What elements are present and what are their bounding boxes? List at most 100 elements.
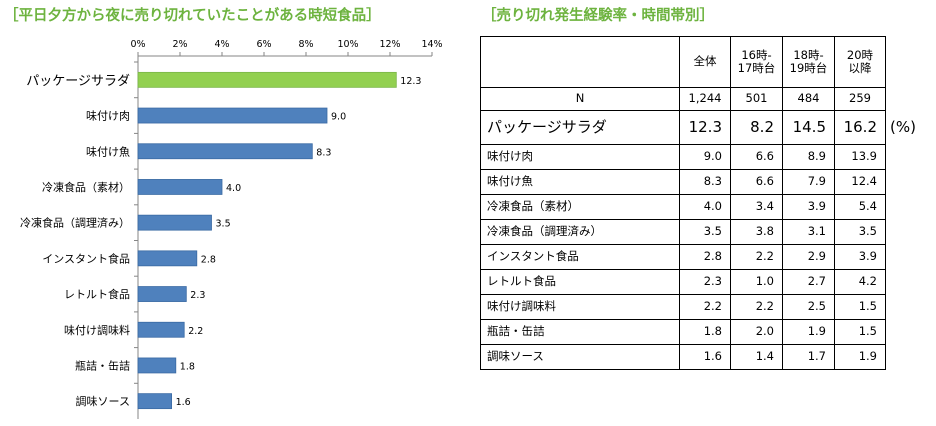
row-value: 2.2: [679, 294, 731, 320]
row-value: 1.4: [730, 344, 783, 370]
data-label: 2.8: [201, 254, 216, 265]
data-label: 3.5: [216, 219, 231, 230]
category-label: パッケージサラダ: [26, 74, 130, 89]
row-label: レトルト食品: [480, 269, 680, 295]
n-value: 501: [730, 87, 783, 111]
row-value: 1.9: [834, 344, 886, 370]
row-value: 1.7: [782, 344, 835, 370]
category-label: レトルト食品: [64, 287, 130, 301]
row-label: 冷凍食品（調理済み）: [480, 219, 680, 245]
row-value: 7.9: [782, 169, 835, 195]
category-label: 冷凍食品（素材）: [42, 180, 130, 194]
row-label: パッケージサラダ: [480, 110, 680, 145]
unit-label: (%): [890, 117, 916, 136]
bar: [137, 393, 172, 410]
bar: [137, 179, 223, 195]
x-tick-label: 2%: [172, 39, 187, 50]
table-row: 味付け肉 9.0 6.6 8.9 13.9: [480, 144, 921, 170]
bar: [137, 214, 212, 231]
bar: [137, 143, 313, 160]
row-label: 味付け調味料: [480, 294, 680, 320]
row-label: インスタント食品: [480, 244, 680, 270]
row-value: 9.0: [679, 144, 731, 170]
unit-spacer: [886, 88, 921, 111]
bar: [137, 286, 187, 302]
table-header-total: 全体: [679, 36, 731, 88]
unit-spacer: [886, 220, 921, 245]
row-value: 2.2: [730, 294, 783, 320]
table-row: 瓶詰・缶詰 1.8 2.0 1.9 1.5: [480, 319, 921, 345]
table-row: パッケージサラダ 12.3 8.2 14.5 16.2 (%): [480, 110, 921, 145]
table-row-n: N 1,244 501 484 259: [480, 87, 921, 111]
table-header-blank: [480, 36, 680, 88]
n-value: 259: [834, 87, 886, 111]
bar: [137, 321, 185, 338]
row-value: 16.2: [834, 110, 886, 145]
x-tick-label: 12%: [379, 39, 400, 50]
row-label: 味付け肉: [480, 144, 680, 170]
x-tick-label: 4%: [214, 39, 229, 50]
row-value: 3.9: [834, 244, 886, 270]
data-label: 1.8: [180, 361, 195, 372]
table-row: 味付け調味料 2.2 2.2 2.5 1.5: [480, 294, 921, 320]
bar-chart: 0% 2% 4% 6% 8% 10% 12% 14% パッケージサラダ 12.3 味付け肉 9.0 味付…: [20, 39, 443, 419]
row-value: 2.3: [679, 269, 731, 295]
data-label: 4.0: [226, 183, 241, 194]
table-row: 味付け魚 8.3 6.6 7.9 12.4: [480, 169, 921, 195]
category-label: 味付け魚: [86, 145, 130, 158]
row-value: 1.9: [782, 319, 835, 345]
table-row: 冷凍食品（素材） 4.0 3.4 3.9 5.4: [480, 194, 921, 220]
row-value: 1.5: [834, 294, 886, 320]
row-value: 2.0: [730, 319, 783, 345]
unit-spacer: [886, 170, 921, 195]
category-label: 冷凍食品（調理済み）: [20, 216, 130, 230]
table-row: レトルト食品 2.3 1.0 2.7 4.2: [480, 269, 921, 295]
unit-spacer: [886, 245, 921, 270]
n-value: 1,244: [679, 87, 731, 111]
row-label: 冷凍食品（素材）: [480, 194, 680, 220]
row-value: 5.4: [834, 194, 886, 220]
table-header-18-19: 18時- 19時台: [782, 36, 835, 88]
category-label: 味付け調味料: [64, 323, 130, 337]
row-value: 8.2: [730, 110, 783, 145]
data-label: 12.3: [400, 76, 421, 87]
x-tick-label: 10%: [337, 39, 358, 50]
row-value: 1.8: [679, 319, 731, 345]
row-value: 12.4: [834, 169, 886, 195]
row-value: 2.5: [782, 294, 835, 320]
row-label: 味付け魚: [480, 169, 680, 195]
bar: [137, 357, 177, 374]
row-value: 3.4: [730, 194, 783, 220]
category-label: 味付け肉: [86, 110, 130, 123]
unit-spacer: [886, 320, 921, 345]
unit-spacer: [886, 345, 921, 370]
row-value: 14.5: [782, 110, 835, 145]
table-header-row: 全体 16時- 17時台 18時- 19時台 20時 以降: [480, 36, 921, 88]
data-label: 9.0: [331, 112, 346, 123]
row-label: 調味ソース: [480, 344, 680, 370]
row-value: 3.8: [730, 219, 783, 245]
row-value: 8.3: [679, 169, 731, 195]
table-title: ［売り切れ発生経験率・時間帯別］: [482, 8, 714, 24]
data-label: 2.2: [188, 326, 203, 337]
category-label: インスタント食品: [42, 251, 130, 265]
table-header-16-17: 16時- 17時台: [730, 36, 783, 88]
x-tick-label: 0%: [130, 39, 145, 50]
row-value: 3.5: [679, 219, 731, 245]
unit-spacer: [886, 295, 921, 320]
row-value: 6.6: [730, 144, 783, 170]
bar: [137, 250, 198, 267]
row-value: 3.1: [782, 219, 835, 245]
row-value: 4.2: [834, 269, 886, 295]
n-label: N: [480, 87, 680, 111]
unit-spacer: [886, 270, 921, 295]
unit-spacer: [886, 195, 921, 220]
row-value: 12.3: [679, 110, 731, 145]
row-value: 13.9: [834, 144, 886, 170]
row-value: 2.7: [782, 269, 835, 295]
data-label: 8.3: [316, 147, 331, 158]
row-value: 1.0: [730, 269, 783, 295]
row-value: 3.9: [782, 194, 835, 220]
row-value: 2.2: [730, 244, 783, 270]
table-row: 調味ソース 1.6 1.4 1.7 1.9: [480, 344, 921, 370]
